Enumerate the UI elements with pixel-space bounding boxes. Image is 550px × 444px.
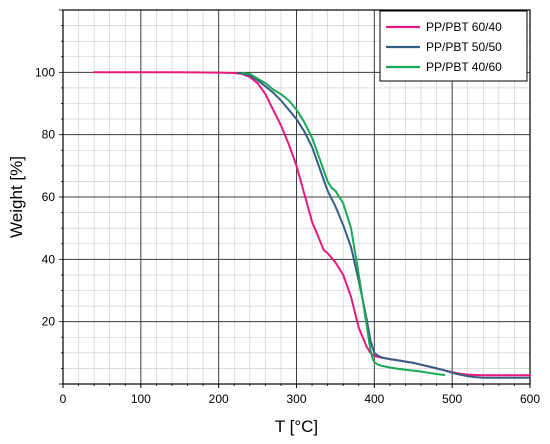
series-line-2: [237, 72, 531, 379]
legend-label-2: PP/PBT 50/50: [426, 40, 502, 54]
series-lines: [93, 71, 531, 379]
y-tick-label: 80: [42, 128, 56, 142]
legend-entries: PP/PBT 60/40 PP/PBT 50/50 PP/PBT 40/60: [386, 20, 502, 74]
y-axis-title: Weight [%]: [7, 156, 26, 238]
x-tick-label: 200: [209, 392, 229, 406]
series-line-3: [241, 72, 446, 376]
x-tick-label: 0: [60, 392, 67, 406]
y-tick-labels: 20 40 60 80 100: [35, 65, 55, 328]
x-tick-label: 500: [442, 392, 462, 406]
x-tick-label: 100: [131, 392, 151, 406]
x-tick-label: 600: [520, 392, 540, 406]
y-tick-label: 40: [42, 252, 56, 266]
legend-label-3: PP/PBT 40/60: [426, 60, 502, 74]
x-tick-label: 400: [364, 392, 384, 406]
x-tick-label: 300: [286, 392, 306, 406]
y-tick-label: 100: [35, 65, 55, 79]
legend: PP/PBT 60/40 PP/PBT 50/50 PP/PBT 40/60: [379, 10, 528, 82]
y-tick-label: 60: [42, 190, 56, 204]
y-tick-label: 20: [42, 315, 56, 329]
series-line-1: [93, 71, 531, 377]
x-tick-labels: 0 100 200 300 400 500 600: [60, 392, 541, 406]
x-axis-title: T [°C]: [275, 417, 318, 436]
legend-label-1: PP/PBT 60/40: [426, 20, 502, 34]
tick-marks: [59, 9, 531, 388]
